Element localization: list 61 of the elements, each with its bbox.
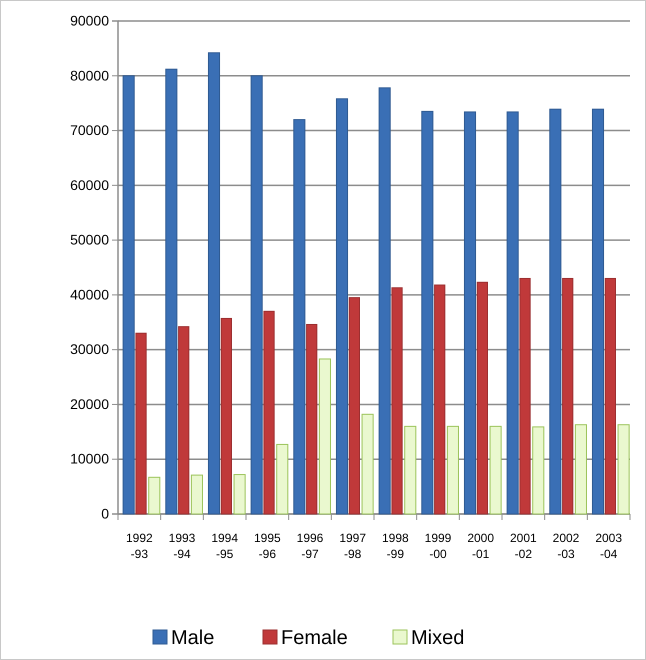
- bar: [220, 318, 232, 514]
- bar: [549, 108, 562, 514]
- x-tick-label: 1995-96: [254, 531, 282, 561]
- bar: [234, 474, 246, 514]
- x-tick-label: 1993-94: [168, 531, 196, 561]
- y-tick-label: 60000: [70, 176, 110, 193]
- bar: [532, 426, 544, 514]
- y-tick-label: 50000: [70, 232, 110, 248]
- bar: [506, 111, 519, 514]
- x-tick-label: 1997-98: [339, 531, 366, 561]
- bar: [165, 68, 178, 514]
- bar: [519, 278, 531, 514]
- bar: [604, 278, 616, 514]
- x-tick-label: 1998-99: [382, 531, 410, 561]
- y-tick-label: 70000: [70, 122, 110, 138]
- bar: [293, 119, 306, 514]
- x-tick-label: 1994-95: [211, 531, 238, 561]
- bar: [348, 297, 360, 514]
- x-tick-label: 2002-03: [552, 531, 580, 561]
- legend-label: Female: [281, 627, 348, 649]
- y-tick-label: 10000: [70, 450, 110, 467]
- legend-label: Male: [171, 627, 214, 649]
- y-tick-label: 40000: [70, 286, 110, 302]
- x-tick-label: 2001-02: [510, 531, 538, 561]
- bar: [276, 444, 288, 514]
- bar: [318, 358, 331, 514]
- bar: [391, 287, 403, 514]
- y-tick-label: 90000: [70, 12, 110, 28]
- x-tick-label: 2000-01: [467, 531, 494, 561]
- y-tick-label: 0: [101, 505, 110, 522]
- bar: [263, 310, 275, 514]
- bar: [574, 424, 587, 514]
- bar: [476, 282, 488, 514]
- x-tick-label: 1999-00: [424, 531, 452, 561]
- x-tick-label: 2003-04: [595, 531, 622, 561]
- bar: [190, 474, 203, 514]
- bar: [362, 414, 374, 514]
- legend-label: Mixed: [411, 627, 464, 649]
- x-tick-label: 1992-93: [126, 531, 154, 561]
- y-tick-label: 80000: [70, 67, 110, 84]
- bar: [122, 75, 135, 514]
- bar: [148, 476, 160, 514]
- bar: [178, 326, 190, 514]
- bar: [592, 108, 604, 514]
- bar: [135, 332, 147, 514]
- bar: [336, 98, 348, 514]
- x-tick-label: 1996-97: [296, 531, 324, 561]
- bar: [378, 87, 391, 514]
- bar: [306, 324, 318, 514]
- bar: [250, 75, 263, 514]
- bar: [464, 111, 476, 514]
- bar: [404, 426, 416, 514]
- bar: [618, 424, 630, 514]
- bar: [446, 426, 459, 514]
- bar: [208, 52, 220, 514]
- y-tick-label: 30000: [70, 341, 110, 358]
- y-tick-label: 20000: [70, 396, 110, 412]
- bar: [490, 426, 502, 514]
- bar: [434, 284, 446, 514]
- bar: [421, 110, 434, 514]
- bar: [562, 278, 574, 514]
